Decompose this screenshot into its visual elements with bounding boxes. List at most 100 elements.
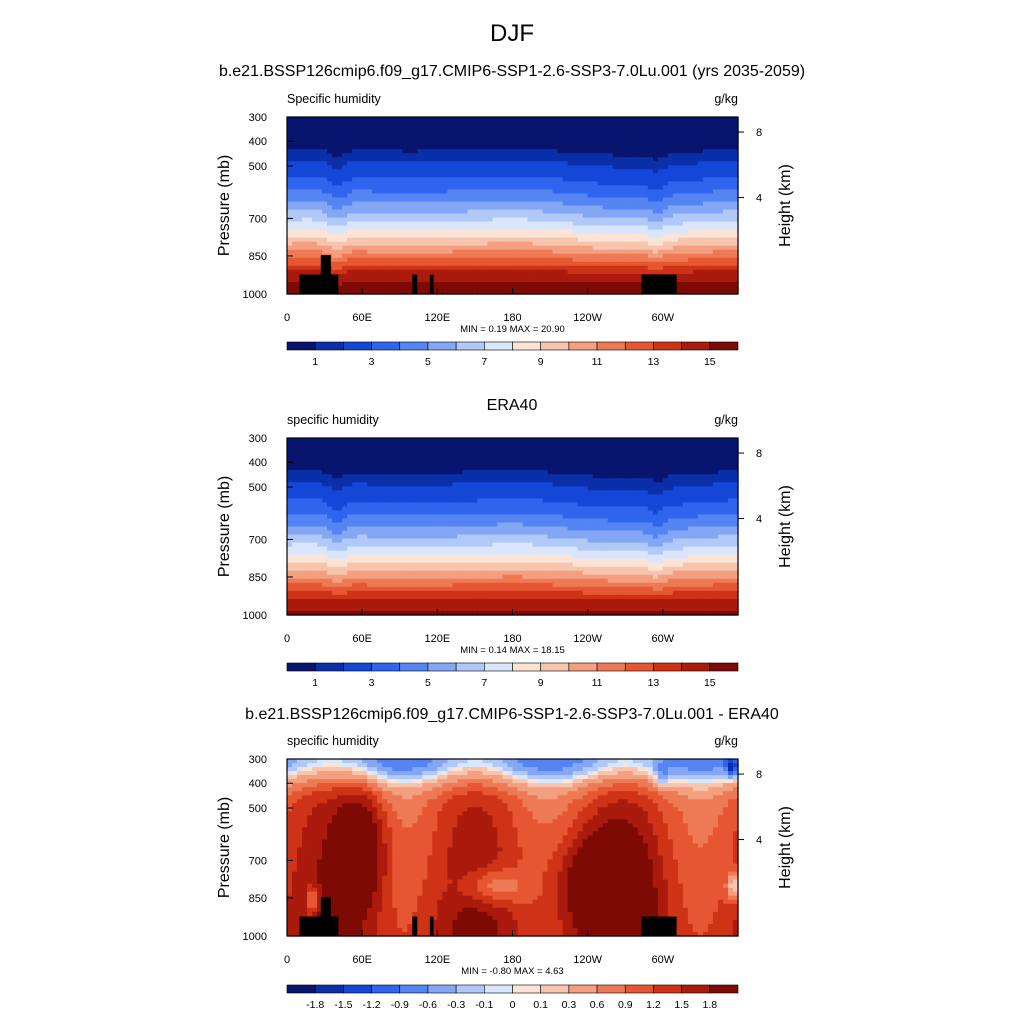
field-cell (422, 442, 428, 447)
field-cell (562, 213, 569, 219)
field-cell (297, 145, 303, 150)
field-cell (532, 157, 539, 162)
field-cell (567, 289, 574, 295)
field-cell (312, 261, 318, 267)
field-cell (337, 169, 343, 174)
field-cell (602, 253, 609, 259)
field-cell (497, 173, 504, 178)
field-cell (292, 185, 298, 191)
field-cell (587, 145, 594, 150)
field-cell (637, 125, 644, 130)
field-cell (522, 466, 529, 471)
y-tick-label: 400 (249, 136, 267, 148)
field-cell (352, 169, 358, 174)
field-cell (697, 161, 704, 166)
field-cell (482, 141, 489, 146)
field-cell (422, 450, 428, 455)
field-cell (352, 438, 358, 443)
field-cell (417, 245, 423, 251)
field-cell (342, 466, 348, 471)
field-cell (632, 197, 639, 203)
field-cell (347, 213, 353, 219)
field-cell (547, 185, 554, 191)
field-cell (317, 225, 323, 231)
field-cell (662, 177, 669, 182)
field-cell (292, 257, 298, 263)
field-cell (587, 141, 594, 146)
field-cell (702, 249, 709, 255)
field-cell (317, 209, 323, 215)
field-cell (437, 265, 443, 271)
field-cell (542, 458, 549, 463)
field-cell (402, 141, 408, 146)
field-cell (567, 181, 574, 186)
field-cell (467, 442, 474, 447)
field-cell (537, 273, 544, 279)
field-cell (392, 277, 398, 283)
field-cell (467, 454, 474, 459)
field-cell (492, 237, 499, 243)
field-cell (622, 269, 629, 275)
field-cell (317, 161, 323, 166)
field-cell (517, 137, 524, 142)
field-cell (627, 233, 634, 239)
field-cell (402, 161, 408, 166)
field-cell (597, 470, 604, 475)
field-cell (332, 121, 338, 126)
field-cell (652, 201, 659, 207)
field-cell (467, 257, 474, 263)
field-cell (417, 249, 423, 255)
field-cell (472, 217, 479, 223)
field-cell (287, 478, 293, 483)
field-cell (442, 265, 448, 271)
field-cell (362, 273, 368, 279)
field-cell (397, 269, 403, 275)
field-cell (337, 458, 343, 463)
field-cell (687, 209, 694, 215)
field-cell (707, 173, 714, 178)
field-cell (597, 153, 604, 158)
field-cell (482, 261, 489, 267)
field-cell (602, 117, 609, 122)
field-cell (332, 237, 338, 243)
field-cell (312, 189, 318, 195)
field-cell (472, 209, 479, 215)
field-cell (357, 217, 363, 223)
field-cell (687, 125, 694, 130)
field-cell (302, 249, 308, 255)
field-cell (727, 217, 734, 223)
field-cell (447, 245, 453, 251)
field-cell (472, 269, 479, 275)
field-cell (547, 169, 554, 174)
field-cell (582, 277, 589, 283)
field-cell (467, 289, 474, 295)
field-cell (612, 161, 619, 166)
field-cell (647, 177, 654, 182)
field-cell (692, 173, 699, 178)
field-cell (547, 462, 554, 467)
field-cell (457, 157, 463, 162)
field-cell (392, 450, 398, 455)
field-cell (692, 450, 699, 455)
field-cell (457, 185, 463, 191)
field-cell (357, 141, 363, 146)
field-cell (597, 450, 604, 455)
field-cell (532, 261, 539, 267)
field-cell (442, 253, 448, 259)
colorbar-swatch (568, 341, 598, 351)
field-cell (552, 466, 559, 471)
field-cell (597, 241, 604, 247)
field-cell (457, 478, 463, 483)
min-max-stats: MIN = 0.19 MAX = 20.90 (460, 324, 565, 335)
field-cell (482, 273, 489, 279)
field-cell (612, 229, 619, 235)
field-cell (482, 281, 489, 287)
field-cell (422, 470, 428, 475)
field-cell (292, 438, 298, 443)
field-cell (387, 253, 393, 259)
field-cell (402, 458, 408, 463)
field-cell (717, 257, 724, 263)
field-cell (667, 269, 674, 275)
field-cell (682, 197, 689, 203)
field-cell (372, 121, 378, 126)
